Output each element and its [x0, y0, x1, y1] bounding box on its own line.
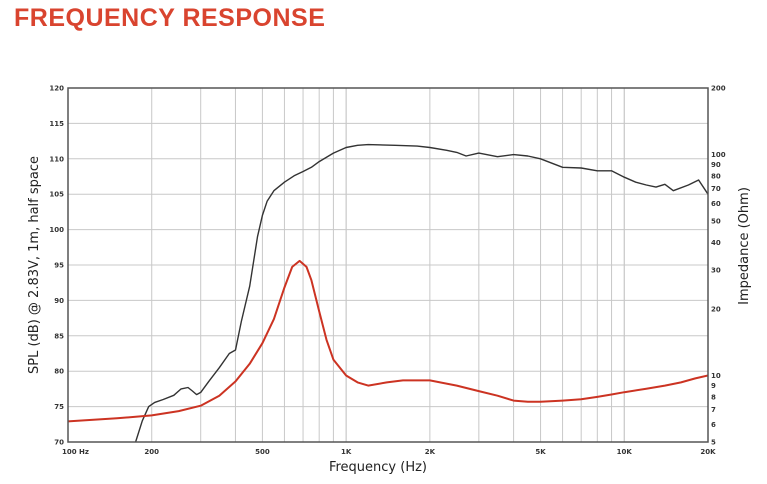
y2-tick-label: 70 [711, 185, 721, 193]
y2-tick-label: 60 [711, 200, 721, 208]
x-tick-label: 100 Hz [62, 448, 89, 456]
x-axis-title: Frequency (Hz) [329, 460, 427, 475]
y2-tick-label: 20 [711, 305, 721, 313]
y2-tick-label: 7 [711, 406, 716, 414]
y-tick-label: 80 [54, 368, 64, 376]
y2-tick-label: 40 [711, 239, 721, 247]
spl-curve [134, 143, 708, 442]
y-axis-title: SPL (dB) @ 2.83V, 1m, half space [27, 156, 42, 374]
impedance-curve [68, 259, 708, 423]
y-tick-label: 90 [54, 297, 64, 305]
y2-tick-label: 5 [711, 439, 716, 447]
series-group [68, 143, 708, 442]
y2-tick-label: 100 [711, 151, 726, 159]
y-tick-label: 85 [54, 332, 64, 340]
y-tick-label: 120 [49, 85, 64, 93]
y2-tick-label: 200 [711, 85, 726, 93]
x-tick-label: 500 [255, 448, 270, 456]
y-tick-label: 95 [54, 262, 64, 270]
y-tick-label: 105 [49, 191, 64, 199]
page-title: FREQUENCY RESPONSE [14, 4, 326, 32]
x-tick-label: 10K [617, 448, 633, 456]
y2-tick-label: 50 [711, 218, 721, 226]
y2-tick-label: 9 [711, 382, 716, 390]
y2-tick-label: 90 [711, 161, 721, 169]
plot-frame [67, 87, 709, 443]
y2-tick-label: 30 [711, 267, 721, 275]
y2-tick-label: 10 [711, 372, 721, 380]
x-tick-label: 2K [425, 448, 436, 456]
tick-labels: 100 Hz 200 500 1K 2K 5K 10K 20K7075808590951001… [49, 85, 725, 457]
x-tick-label: 20K [700, 448, 716, 456]
y-tick-label: 100 [49, 226, 64, 234]
y2-tick-label: 6 [711, 421, 716, 429]
x-tick-label: 1K [341, 448, 352, 456]
x-tick-label: 200 [144, 448, 159, 456]
grid [68, 88, 708, 442]
y-tick-label: 115 [49, 120, 64, 128]
x-tick-label: 5K [535, 448, 546, 456]
y-tick-label: 110 [49, 155, 64, 163]
y2-axis-title: Impedance (Ohm) [737, 187, 752, 305]
y2-tick-label: 8 [711, 393, 716, 401]
y2-tick-label: 80 [711, 172, 721, 180]
y-tick-label: 70 [54, 439, 64, 447]
y-tick-label: 75 [54, 403, 64, 411]
